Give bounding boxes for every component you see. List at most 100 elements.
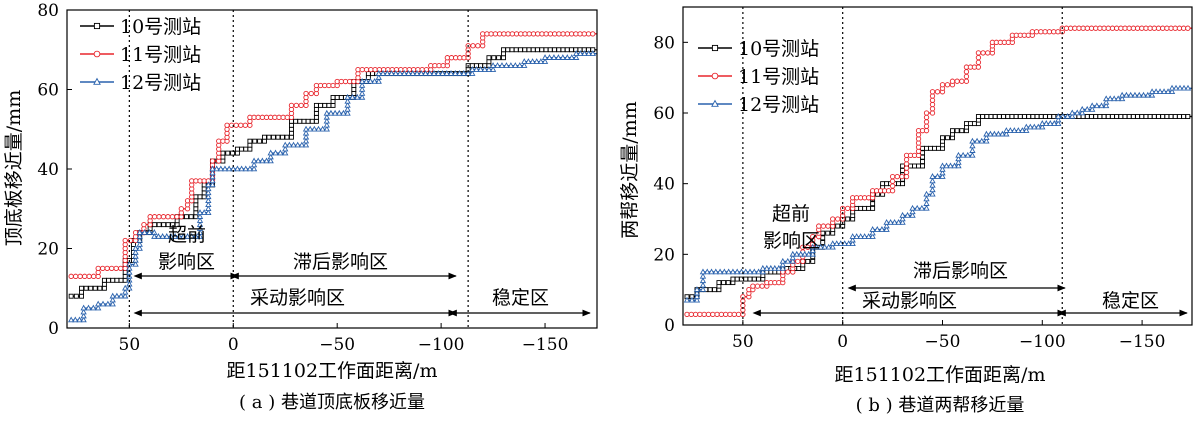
- chart-a-series-s10-point: [330, 94, 336, 100]
- chart-a-series-s12-point: [302, 137, 310, 144]
- chart-b-series-s11-point: [889, 188, 896, 194]
- chart-a-series-s12-point: [379, 70, 387, 76]
- chart-b-series-s12-point: [899, 211, 906, 218]
- chart-b-series-s10-point: [1168, 114, 1174, 119]
- chart-a-series-s11-point: [147, 214, 153, 220]
- chart-a-series-s12-point: [196, 221, 204, 227]
- chart-a-series-s10-point: [535, 47, 540, 53]
- chart-a-series-s11-point: [564, 31, 571, 37]
- chart-b-series-s11-point: [810, 234, 816, 240]
- chart-b-series-s11-point: [820, 223, 827, 229]
- chart-b-series-s10-point: [1084, 114, 1090, 119]
- chart-a-series-s12-point: [358, 93, 366, 100]
- chart-b-series-s12-point: [1039, 123, 1046, 130]
- chart-a-series-s10-point: [313, 114, 319, 120]
- chart-a-series-s12-point: [205, 209, 212, 215]
- chart-a-series-s12-point: [577, 50, 584, 56]
- chart-b-series-s10-point: [1114, 114, 1120, 119]
- chart-b-series-s12-point: [923, 195, 930, 202]
- chart-b-series-s11-point: [903, 156, 910, 163]
- chart-b-xlabel: 距151102工作面距离/m: [835, 364, 1046, 386]
- chart-a-series-s12-point: [473, 66, 480, 72]
- chart-a-series-s11-point: [480, 31, 486, 37]
- chart-a-series-s12-point: [336, 109, 343, 116]
- chart-a-series-s11-point: [475, 43, 481, 49]
- chart-a-series-s10-point: [79, 289, 84, 295]
- chart-a-series-s12-point: [494, 62, 501, 68]
- chart-a-series-s12-point: [363, 78, 370, 84]
- chart-b-series-s11-point: [710, 311, 716, 318]
- chart-b-series-s10-point: [954, 128, 960, 134]
- chart-b-series-s10-point: [796, 266, 802, 271]
- chart-b-series-s12-point: [929, 186, 936, 193]
- chart-a-series-s10-point: [539, 47, 545, 53]
- chart-b-series-s12-point: [943, 162, 950, 169]
- chart-b-series-s11-point: [684, 311, 690, 318]
- chart-b-series-s12-point: [999, 130, 1006, 137]
- chart-b-series-s12-point: [837, 240, 844, 246]
- chart-b-series-s10-point: [743, 276, 749, 282]
- chart-a-series-s12-point: [132, 260, 139, 267]
- chart-b-series-s12-point: [955, 162, 962, 169]
- chart-a-series-s12-point: [302, 141, 310, 148]
- chart-b-series-s11-point: [714, 311, 720, 318]
- chart-b-legend-label-s12: 12号测站: [738, 94, 819, 116]
- chart-b-series-s10-point: [1185, 114, 1191, 119]
- chart-b-series-s10-point: [835, 223, 841, 229]
- chart-a-series-s10-point: [220, 154, 226, 160]
- chart-a-series-s12-point: [489, 62, 497, 68]
- chart-a-series-s12-point: [307, 125, 314, 132]
- chart-a-series-s12-point: [196, 209, 204, 215]
- chart-a-series-s12-point: [196, 233, 204, 239]
- chart-a-series-s12-point: [585, 50, 592, 56]
- chart-a-series-s10-point: [110, 277, 116, 283]
- chart-a-series-s12-point: [396, 70, 404, 76]
- chart-a-series-s12-point: [122, 292, 129, 299]
- chart-b-series-s12-point: [759, 268, 767, 275]
- chart-a-series-s11-point: [581, 31, 587, 37]
- chart-a-series-s10-point: [262, 134, 267, 140]
- chart-a-series-s12-point: [418, 70, 425, 76]
- chart-a-series-s10-point: [313, 106, 319, 112]
- chart-a-series-s11-point: [423, 66, 430, 73]
- chart-a-series-s10-point: [486, 55, 492, 61]
- chart-b-series-s10-point: [932, 145, 937, 151]
- chart-b-series-s11-point: [923, 128, 930, 134]
- chart-a-series-s12-point: [555, 54, 562, 60]
- chart-b-series-s12-point: [1023, 123, 1030, 130]
- chart-b-series-s12-point: [995, 130, 1002, 137]
- chart-a-series-s12-point: [477, 66, 484, 72]
- chart-b-series-s10-point: [950, 128, 955, 134]
- chart-b-series-s11-point: [1042, 29, 1048, 35]
- chart-a-series-s12-point: [99, 300, 107, 307]
- chart-b-series-s10-point: [751, 276, 757, 282]
- chart-a-series-s12-point: [323, 121, 330, 128]
- chart-b-series-s12-point: [759, 264, 767, 271]
- chart-a-series-s12-point: [422, 70, 429, 76]
- chart-b-series-s12-point: [721, 268, 728, 275]
- chart-b-series-s12-point: [1055, 112, 1062, 119]
- chart-b-series-s12-point: [699, 286, 707, 292]
- chart-a-series-s10-point: [257, 138, 263, 144]
- chart-b-series-s10-point: [1093, 114, 1099, 119]
- chart-a-series-s11-point: [381, 66, 387, 73]
- chart-a-series-s10-point: [486, 59, 492, 65]
- chart-a-series-s11-point: [95, 265, 101, 272]
- chart-b-series-s12-point: [973, 137, 981, 144]
- chart-b-series-s11-point: [785, 269, 791, 275]
- chart-a-series-s10-point: [193, 214, 199, 220]
- chart-b-series-s10-point: [866, 205, 872, 211]
- chart-a-series-s11-point: [233, 122, 239, 128]
- chart-a-legend: 10号测站 11号测站 12号测站: [80, 16, 201, 94]
- chart-b-series-s12-point: [1140, 91, 1147, 98]
- chart-a-series-s10-point: [313, 118, 319, 124]
- chart-a-stable-label: 稳定区: [492, 287, 549, 309]
- chart-a-series-s11-point: [526, 31, 532, 37]
- chart-a-series-s10-point: [556, 47, 562, 53]
- chart-b-series-s12-point: [805, 250, 812, 257]
- chart-a-series-s11-point: [518, 31, 524, 37]
- chart-a-series-s12-point: [375, 70, 382, 76]
- chart-b-series-s12-point: [865, 233, 872, 239]
- chart-b-series-s12-point: [1007, 127, 1014, 133]
- chart-b-series-s11-point: [701, 311, 707, 318]
